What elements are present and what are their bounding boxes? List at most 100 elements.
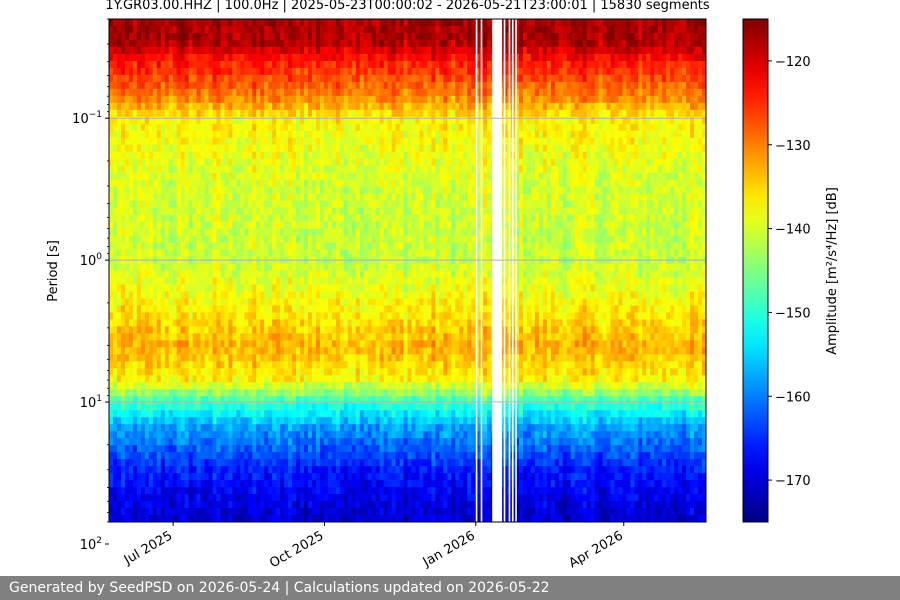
heatmap-cell bbox=[168, 508, 174, 516]
heatmap-cell bbox=[132, 291, 138, 300]
heatmap-cell bbox=[371, 165, 377, 174]
heatmap-cell bbox=[264, 368, 269, 376]
heatmap-cell bbox=[272, 165, 277, 174]
heatmap-cell bbox=[327, 116, 333, 125]
heatmap-cell bbox=[136, 228, 142, 237]
heatmap-cell bbox=[347, 298, 353, 307]
heatmap-cell bbox=[224, 410, 229, 418]
heatmap-cell bbox=[220, 200, 226, 209]
heatmap-cell bbox=[375, 235, 381, 244]
heatmap-cell bbox=[156, 431, 162, 439]
heatmap-cell bbox=[116, 487, 122, 495]
heatmap-cell bbox=[204, 375, 210, 383]
heatmap-cell bbox=[140, 39, 146, 48]
heatmap-cell bbox=[284, 53, 289, 62]
heatmap-cell bbox=[319, 193, 325, 202]
heatmap-cell bbox=[256, 60, 261, 69]
heatmap-cell bbox=[212, 228, 218, 237]
heatmap-cell bbox=[276, 508, 281, 516]
heatmap-cell bbox=[252, 445, 257, 453]
heatmap-cell bbox=[276, 39, 281, 48]
heatmap-cell bbox=[315, 445, 321, 453]
heatmap-cell bbox=[244, 53, 249, 62]
heatmap-cell bbox=[224, 263, 229, 272]
heatmap-cell bbox=[296, 193, 301, 202]
heatmap-cell bbox=[347, 151, 353, 160]
heatmap-cell bbox=[367, 417, 373, 425]
heatmap-cell bbox=[220, 501, 226, 509]
heatmap-cell bbox=[335, 193, 341, 202]
heatmap-cell bbox=[343, 263, 349, 272]
heatmap-cell bbox=[292, 291, 297, 300]
heatmap-cell bbox=[148, 361, 154, 369]
heatmap-cell bbox=[284, 508, 289, 516]
heatmap-cell bbox=[160, 333, 166, 341]
heatmap-cell bbox=[335, 242, 341, 251]
heatmap-cell bbox=[168, 81, 174, 90]
heatmap-cell bbox=[351, 249, 357, 258]
heatmap-cell bbox=[228, 396, 233, 404]
heatmap-cell bbox=[327, 340, 333, 348]
heatmap-cell bbox=[363, 326, 369, 334]
heatmap-cell bbox=[371, 508, 377, 516]
heatmap-cell bbox=[288, 116, 293, 125]
heatmap-cell bbox=[379, 228, 385, 237]
heatmap-cell bbox=[208, 242, 214, 251]
heatmap-cell bbox=[224, 501, 229, 509]
heatmap-cell bbox=[292, 340, 297, 348]
heatmap-cell bbox=[256, 277, 261, 286]
heatmap-cell bbox=[180, 137, 186, 146]
heatmap-cell bbox=[164, 235, 170, 244]
heatmap-cell bbox=[284, 333, 289, 341]
heatmap-cell bbox=[363, 277, 369, 286]
heatmap-cell bbox=[308, 410, 313, 418]
heatmap-cell bbox=[160, 424, 166, 432]
heatmap-cell bbox=[327, 25, 333, 34]
heatmap-cell bbox=[252, 165, 257, 174]
heatmap-cell bbox=[288, 347, 293, 355]
heatmap-cell bbox=[132, 74, 138, 83]
heatmap-cell bbox=[339, 270, 345, 279]
heatmap-cell bbox=[276, 270, 281, 279]
heatmap-cell bbox=[363, 305, 369, 314]
heatmap-cell bbox=[204, 424, 210, 432]
heatmap-cell bbox=[220, 298, 226, 307]
heatmap-cell bbox=[160, 137, 166, 146]
heatmap-cell bbox=[339, 417, 345, 425]
heatmap-cell bbox=[224, 277, 229, 286]
heatmap-cell bbox=[128, 116, 134, 125]
heatmap-cell bbox=[256, 165, 261, 174]
heatmap-cell bbox=[120, 123, 126, 132]
heatmap-cell bbox=[212, 221, 218, 230]
heatmap-cell bbox=[288, 74, 293, 83]
heatmap-cell bbox=[256, 46, 261, 55]
heatmap-cell bbox=[192, 172, 198, 181]
heatmap-cell bbox=[363, 417, 369, 425]
heatmap-cell bbox=[292, 144, 297, 153]
heatmap-cell bbox=[120, 95, 126, 104]
heatmap-cell bbox=[208, 417, 214, 425]
heatmap-cell bbox=[296, 207, 301, 216]
heatmap-cell bbox=[216, 431, 222, 439]
heatmap-cell bbox=[116, 270, 122, 279]
heatmap-cell bbox=[148, 466, 154, 474]
heatmap-cell bbox=[331, 375, 337, 383]
heatmap-cell bbox=[200, 95, 206, 104]
heatmap-cell bbox=[212, 459, 218, 467]
heatmap-cell bbox=[224, 144, 229, 153]
heatmap-cell bbox=[124, 144, 130, 153]
heatmap-cell bbox=[180, 347, 186, 355]
heatmap-cell bbox=[311, 151, 317, 160]
heatmap-cell bbox=[292, 46, 297, 55]
heatmap-cell bbox=[260, 291, 265, 300]
heatmap-cell bbox=[136, 403, 142, 411]
heatmap-cell bbox=[359, 32, 365, 41]
heatmap-cell bbox=[288, 333, 293, 341]
heatmap-cell bbox=[188, 396, 194, 404]
heatmap-cell bbox=[109, 53, 114, 62]
heatmap-cell bbox=[363, 158, 369, 167]
heatmap-cell bbox=[335, 410, 341, 418]
heatmap-cell bbox=[272, 445, 277, 453]
heatmap-cell bbox=[371, 424, 377, 432]
heatmap-cell bbox=[296, 67, 301, 76]
